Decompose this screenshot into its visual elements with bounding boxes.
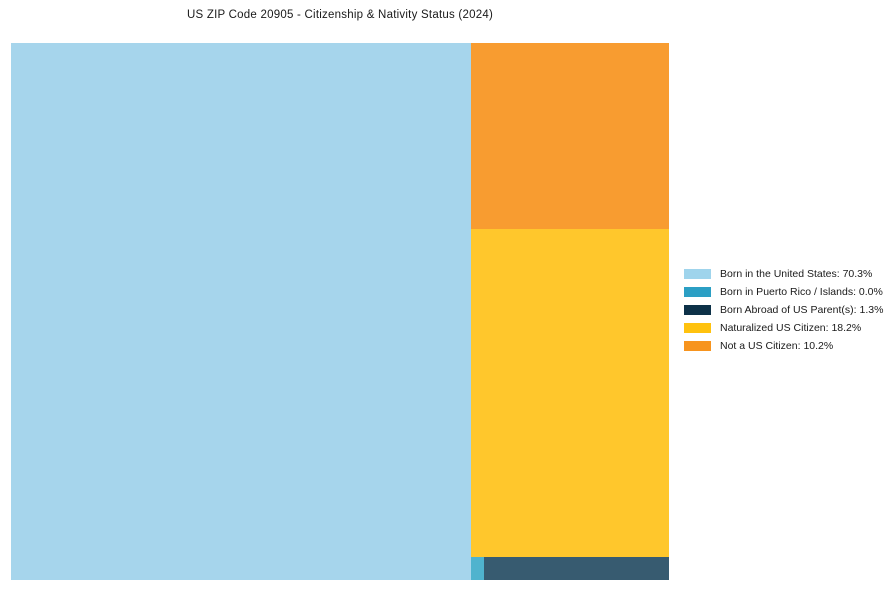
legend-item[interactable]: Naturalized US Citizen: 18.2% bbox=[684, 319, 884, 337]
legend-swatch-icon bbox=[684, 323, 711, 333]
legend-item-label: Born in the United States: 70.3% bbox=[720, 267, 873, 280]
treemap-plot-area bbox=[11, 43, 669, 580]
legend-item[interactable]: Born in the United States: 70.3% bbox=[684, 265, 884, 283]
treemap-tile-naturalized-us-citizen[interactable] bbox=[471, 229, 669, 557]
treemap-tile-not-a-us-citizen[interactable] bbox=[471, 43, 669, 229]
legend-swatch-icon bbox=[684, 287, 711, 297]
legend-swatch-icon bbox=[684, 341, 711, 351]
chart-legend: Born in the United States: 70.3% Born in… bbox=[684, 265, 884, 355]
legend-item-label: Born Abroad of US Parent(s): 1.3% bbox=[720, 303, 884, 316]
treemap-tile-born-in-puerto-rico-islands[interactable] bbox=[471, 557, 484, 580]
legend-item[interactable]: Born Abroad of US Parent(s): 1.3% bbox=[684, 301, 884, 319]
legend-item-label: Naturalized US Citizen: 18.2% bbox=[720, 321, 862, 334]
legend-item-label: Not a US Citizen: 10.2% bbox=[720, 339, 834, 352]
legend-swatch-icon bbox=[684, 269, 711, 279]
legend-item[interactable]: Born in Puerto Rico / Islands: 0.0% bbox=[684, 283, 884, 301]
treemap-tile-born-in-the-united-states[interactable] bbox=[11, 43, 471, 580]
treemap-tile-born-abroad-of-us-parents[interactable] bbox=[484, 557, 669, 580]
chart-title: US ZIP Code 20905 - Citizenship & Nativi… bbox=[186, 9, 494, 21]
legend-item[interactable]: Not a US Citizen: 10.2% bbox=[684, 337, 884, 355]
legend-item-label: Born in Puerto Rico / Islands: 0.0% bbox=[720, 285, 883, 298]
legend-swatch-icon bbox=[684, 305, 711, 315]
